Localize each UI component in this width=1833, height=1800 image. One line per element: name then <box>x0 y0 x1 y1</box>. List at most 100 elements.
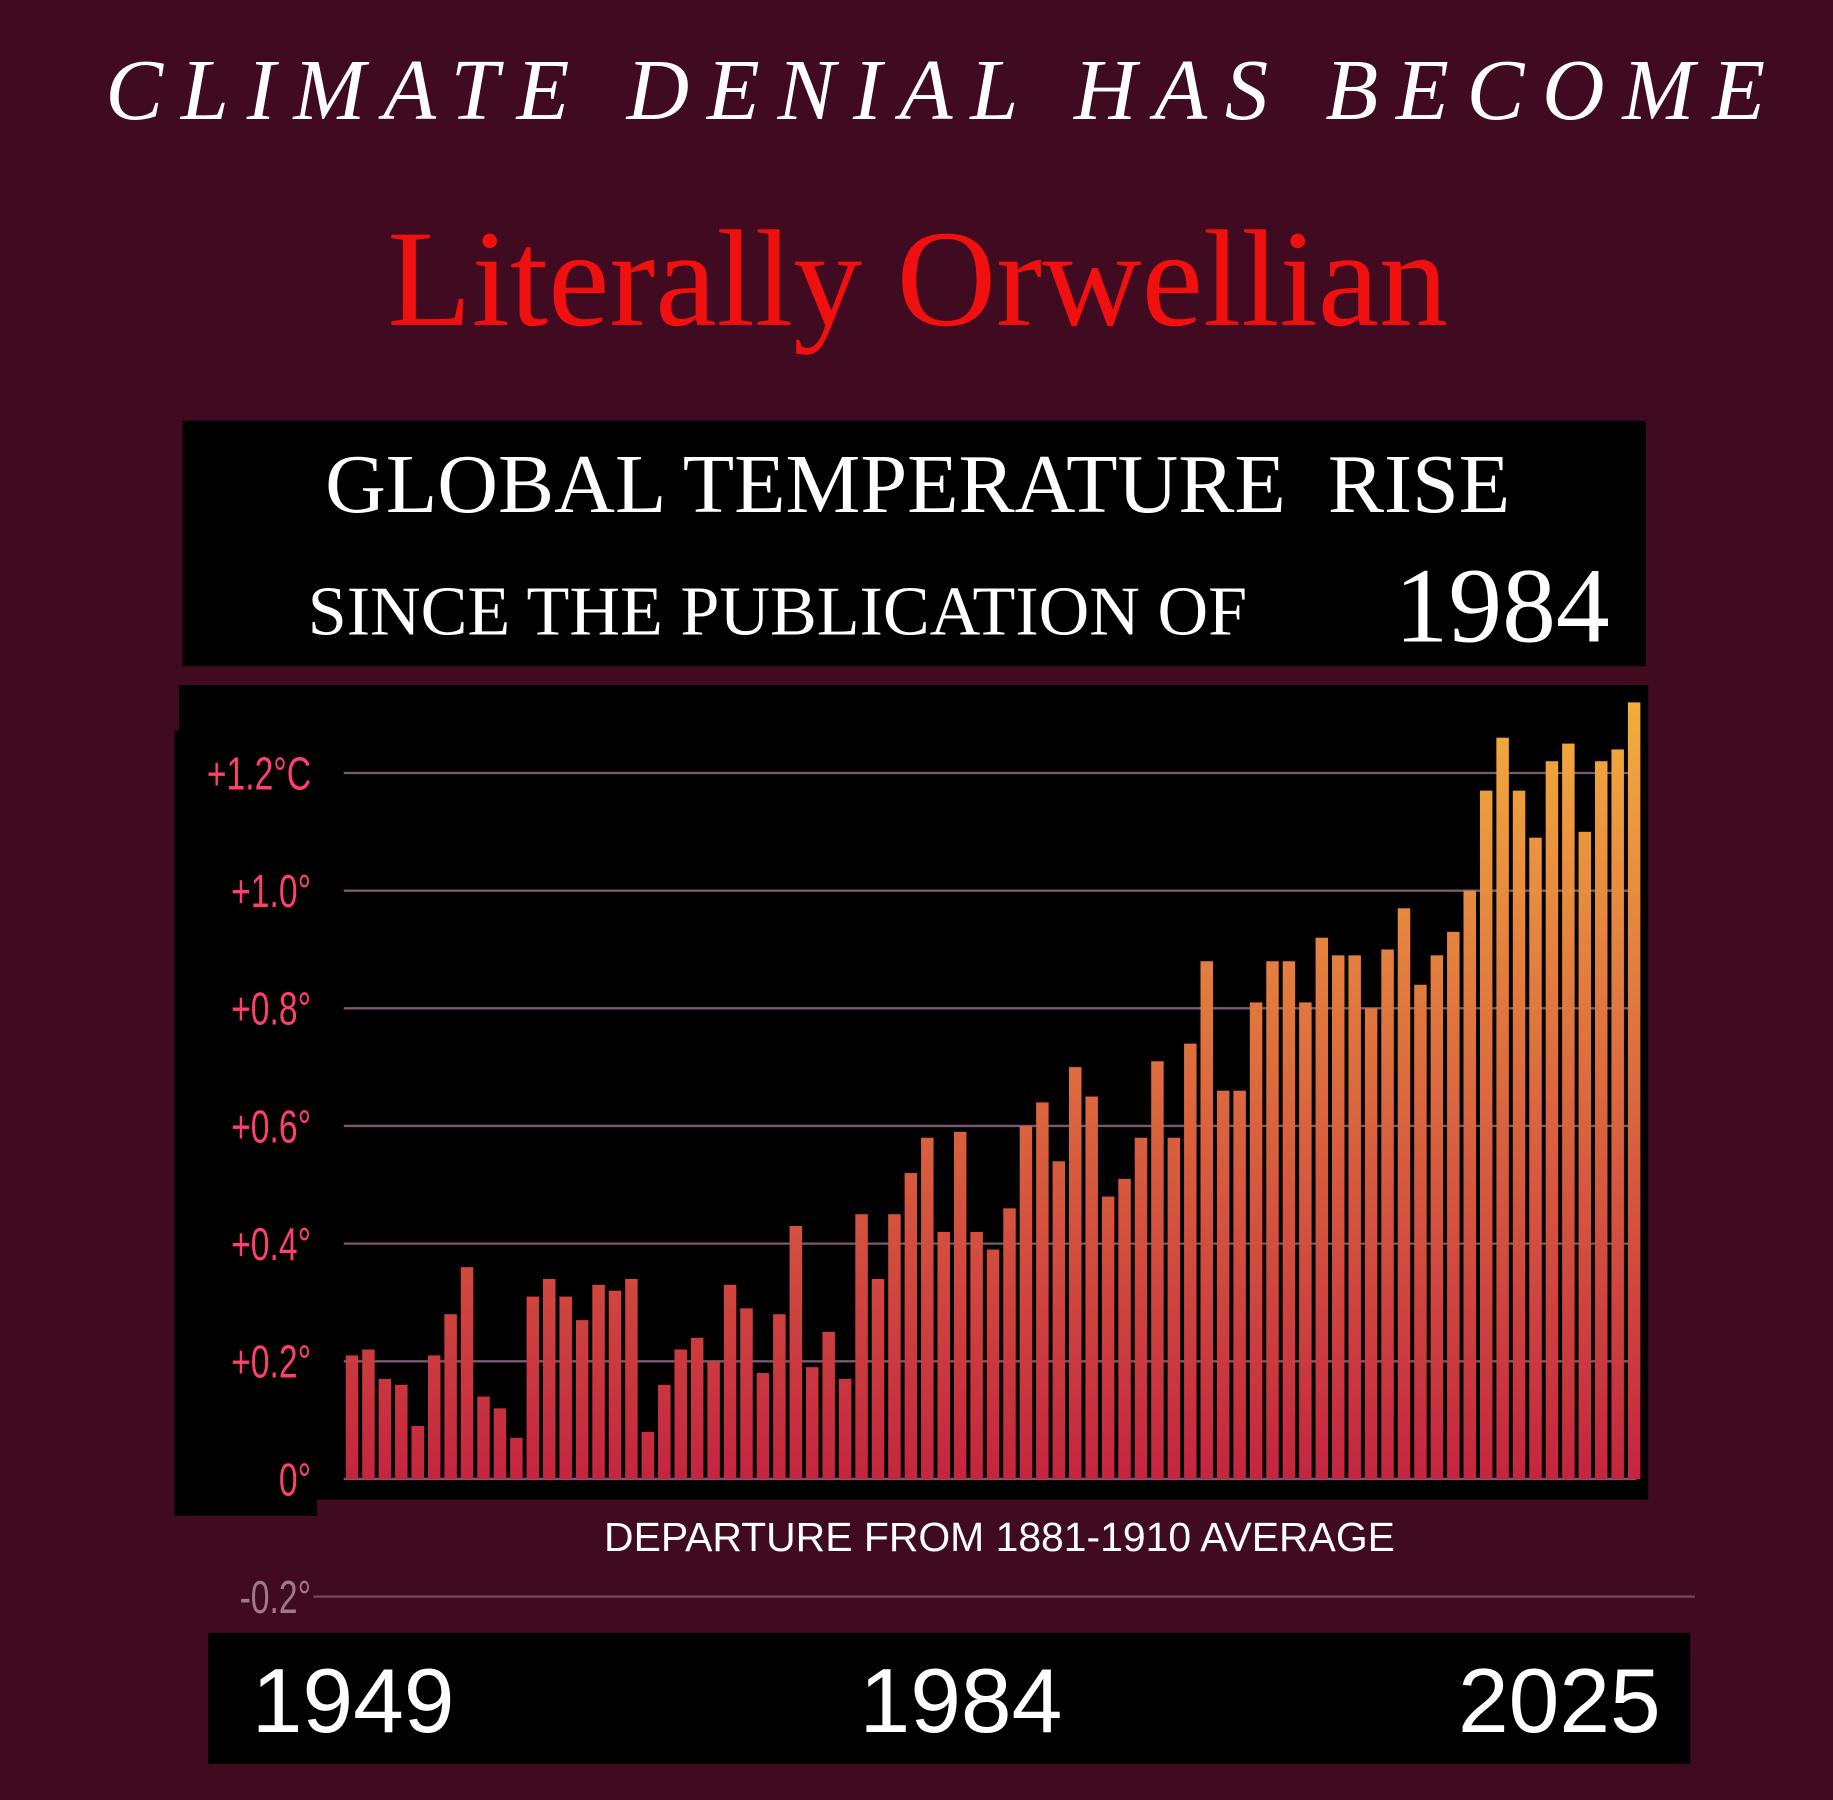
bar <box>871 1278 885 1479</box>
bar <box>937 1231 950 1479</box>
bar <box>625 1278 638 1479</box>
bar <box>1118 1178 1131 1479</box>
bar <box>805 1367 819 1479</box>
y-tick-label: +0.8° <box>231 982 311 1035</box>
bar <box>1052 1161 1066 1479</box>
bar <box>1036 1102 1049 1479</box>
bar <box>822 1331 835 1479</box>
chart-title: GLOBAL TEMPERATURE RISE <box>325 438 1510 531</box>
bar <box>1085 1096 1098 1479</box>
bar <box>378 1378 392 1479</box>
bar <box>1315 937 1329 1479</box>
bar <box>427 1355 441 1479</box>
bar <box>1266 961 1279 1479</box>
bar <box>1101 1196 1115 1479</box>
bar <box>723 1284 737 1479</box>
bar <box>493 1408 507 1479</box>
axis-note: DEPARTURE FROM 1881-1910 AVERAGE <box>604 1514 1395 1560</box>
bar <box>1545 761 1559 1479</box>
bar <box>641 1431 655 1479</box>
bar <box>608 1290 622 1479</box>
bar <box>1249 1002 1263 1479</box>
bar <box>1397 908 1411 1479</box>
bar <box>1611 749 1624 1479</box>
headline: Literally Orwellian <box>387 202 1448 355</box>
year-box <box>208 1632 1691 1764</box>
bar <box>1578 831 1592 1479</box>
x-label: 1984 <box>860 1650 1063 1752</box>
bar <box>362 1349 375 1479</box>
bar <box>395 1384 408 1479</box>
bar <box>789 1225 803 1479</box>
bar <box>888 1214 901 1479</box>
bar <box>542 1278 556 1479</box>
chart-subtitle-year: 1984 <box>1395 547 1610 666</box>
header-title: CLIMATE DENIAL HAS BECOME <box>105 42 1765 138</box>
bar <box>411 1426 424 1479</box>
y-tick-label: -0.2° <box>240 1571 311 1624</box>
bar <box>510 1437 523 1479</box>
bar <box>1003 1208 1016 1479</box>
bar <box>1364 1008 1378 1479</box>
chart-subtitle: SINCE THE PUBLICATION OF <box>308 574 1247 651</box>
x-label: 1949 <box>252 1650 455 1752</box>
bar <box>1414 984 1427 1479</box>
bar <box>970 1231 983 1479</box>
bar <box>855 1214 868 1479</box>
y-tick-label: +0.4° <box>231 1218 311 1271</box>
bar <box>1496 737 1509 1479</box>
y-tick-label: +0.2° <box>231 1335 311 1388</box>
bar <box>444 1314 457 1479</box>
bar <box>1595 761 1608 1479</box>
bar <box>1463 890 1476 1479</box>
bar <box>1184 1043 1197 1479</box>
y-tick-label: +1.2°C <box>207 747 311 800</box>
bar <box>1167 1137 1181 1479</box>
bar <box>838 1378 852 1479</box>
bar <box>1019 1125 1033 1479</box>
title-box <box>182 420 1646 667</box>
bar <box>707 1361 720 1479</box>
bar <box>1233 1090 1246 1479</box>
bar <box>756 1373 770 1479</box>
bar <box>477 1396 490 1479</box>
bar <box>345 1355 359 1479</box>
bar <box>1381 949 1394 1479</box>
bar <box>740 1308 753 1479</box>
bar <box>674 1349 687 1479</box>
bar <box>658 1384 671 1479</box>
bar <box>1216 1090 1230 1479</box>
bar <box>460 1267 474 1479</box>
bar <box>904 1173 918 1479</box>
bar <box>1447 931 1460 1479</box>
bar <box>1134 1137 1148 1479</box>
bar <box>1562 743 1575 1479</box>
bar <box>1151 1061 1164 1479</box>
bar <box>1332 955 1345 1479</box>
bar <box>1430 955 1444 1479</box>
bar <box>921 1137 934 1479</box>
bar <box>986 1249 1000 1479</box>
bar <box>526 1296 540 1479</box>
bar <box>773 1314 786 1479</box>
y-tick-label: +1.0° <box>231 865 311 918</box>
x-label: 2025 <box>1458 1650 1661 1752</box>
bar <box>953 1131 967 1479</box>
bar <box>1512 790 1526 1479</box>
bar <box>690 1337 704 1479</box>
bar <box>1627 702 1641 1479</box>
bar <box>575 1320 589 1479</box>
y-tick-label: 0° <box>279 1453 311 1506</box>
bar <box>1299 1002 1312 1479</box>
y-tick-label: +0.6° <box>231 1100 311 1153</box>
bar <box>1479 790 1493 1479</box>
bar <box>1348 955 1361 1479</box>
bar <box>1200 961 1213 1479</box>
bar <box>1529 837 1542 1479</box>
bar <box>1282 961 1296 1479</box>
bar <box>592 1284 605 1479</box>
bar <box>1069 1067 1082 1479</box>
bar <box>559 1296 572 1479</box>
